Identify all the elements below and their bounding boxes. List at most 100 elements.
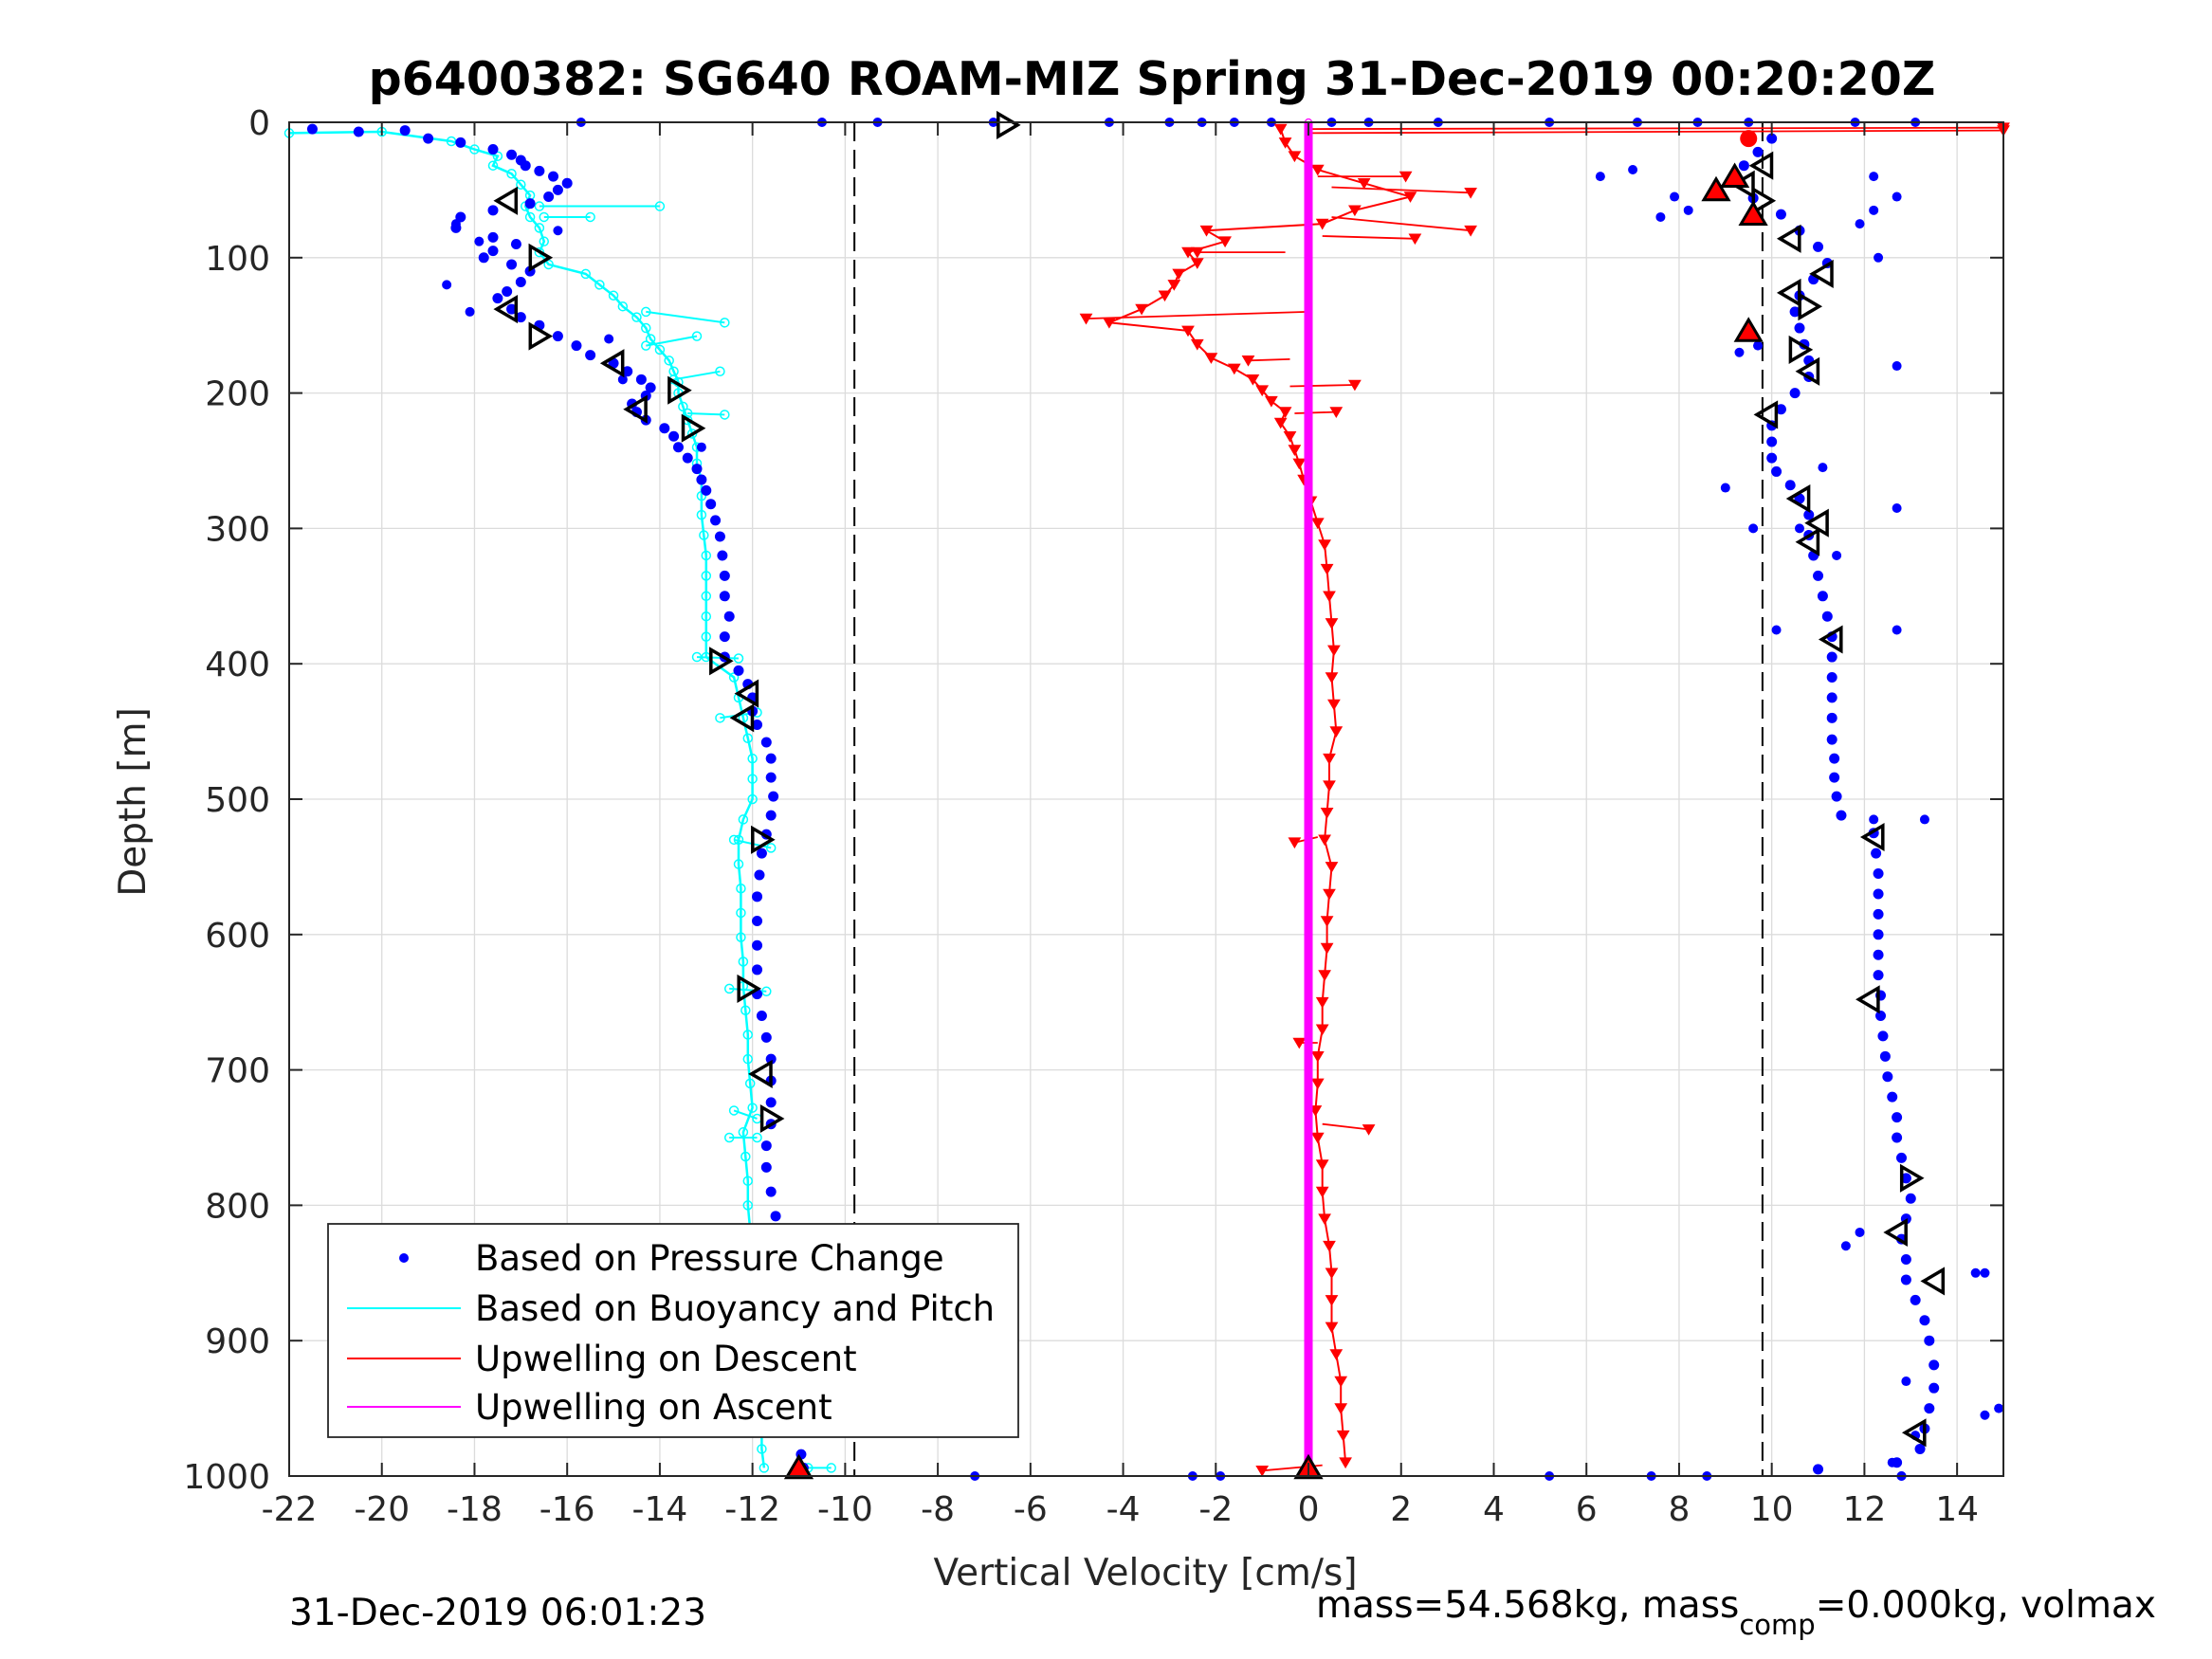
upwelling-ascent-point — [1304, 702, 1313, 711]
upwelling-ascent-point — [1304, 1287, 1313, 1296]
pressure-change-point — [1789, 306, 1801, 318]
apogee-triangle-marker — [1795, 356, 1820, 386]
upwelling-ascent-point — [1304, 979, 1313, 988]
pressure-change-point — [487, 246, 499, 257]
upwelling-ascent-point — [1304, 1093, 1313, 1102]
pressure-change-point — [1803, 509, 1815, 520]
upwelling-ascent-point — [1304, 492, 1313, 501]
upwelling-descent-spike — [1289, 384, 1355, 388]
pressure-change-point — [701, 484, 712, 496]
upwelling-ascent-point — [1304, 151, 1313, 159]
upwelling-ascent-point — [1304, 711, 1313, 720]
buoyancy-pitch-point — [720, 410, 730, 420]
upwelling-ascent-point — [1304, 800, 1313, 809]
pressure-change-point — [1748, 523, 1759, 534]
upwelling-ascent-point — [1304, 1344, 1313, 1353]
buoyancy-pitch-point — [678, 401, 688, 412]
upwelling-ascent-point — [1304, 1360, 1313, 1370]
upwelling-descent-point — [1158, 290, 1172, 302]
buoyancy-pitch-point — [617, 301, 629, 312]
upwelling-ascent-point — [1304, 240, 1313, 248]
upwelling-ascent-point — [1304, 1012, 1313, 1020]
upwelling-ascent-point — [1304, 435, 1313, 444]
upwelling-descent-point — [1310, 164, 1325, 176]
upwelling-descent-point — [1323, 1240, 1336, 1252]
pressure-change-point — [1914, 1443, 1926, 1454]
pressure-change-point — [487, 205, 499, 216]
pressure-change-point — [1892, 625, 1902, 635]
buoyancy-pitch-spike — [687, 412, 725, 416]
pressure-change-point — [756, 848, 767, 859]
pressure-change-point — [1892, 191, 1902, 202]
apogee-triangle-marker — [493, 295, 519, 324]
buoyancy-pitch-point — [738, 1127, 749, 1138]
buoyancy-pitch-point — [740, 1151, 751, 1162]
upwelling-ascent-point — [1304, 1410, 1313, 1418]
upwelling-ascent-point — [1304, 1426, 1313, 1434]
pressure-change-point — [719, 570, 730, 581]
upwelling-ascent-point — [1304, 1101, 1313, 1109]
footer-mass-subscript: comp — [1739, 1609, 1815, 1641]
upwelling-descent-point — [1181, 246, 1195, 259]
upwelling-ascent-point — [1304, 1166, 1313, 1175]
x-tick-label: -22 — [262, 1490, 318, 1529]
upwelling-descent-point — [1334, 1403, 1348, 1414]
pressure-change-point — [752, 916, 763, 927]
upwelling-ascent-point — [1304, 1117, 1313, 1125]
upwelling-descent-point — [1327, 645, 1341, 657]
pressure-change-point — [1877, 1030, 1889, 1042]
upwelling-ascent-point — [1304, 345, 1313, 355]
apogee-triangle-marker — [709, 647, 734, 676]
pressure-change-point — [1628, 164, 1638, 174]
upwelling-ascent-point — [1304, 329, 1313, 337]
x-tick-label: 0 — [1298, 1490, 1320, 1529]
x-tick-label: -12 — [724, 1490, 780, 1529]
upwelling-ascent-point — [1304, 394, 1313, 403]
upwelling-descent-point — [1323, 780, 1336, 793]
upwelling-ascent-point — [1304, 793, 1313, 801]
y-tick-label: 500 — [205, 781, 270, 820]
buoyancy-pitch-point — [701, 591, 712, 602]
upwelling-descent-spike — [1086, 311, 1309, 319]
pressure-change-point — [760, 1031, 772, 1043]
upwelling-ascent-point — [1304, 670, 1313, 679]
upwelling-ascent-point — [1304, 1376, 1313, 1386]
upwelling-ascent-point — [1304, 962, 1313, 972]
upwelling-ascent-point — [1304, 410, 1313, 419]
pressure-change-point — [1929, 1382, 1940, 1394]
upwelling-descent-spike — [1294, 410, 1337, 414]
upwelling-ascent-point — [1304, 1231, 1313, 1239]
red-circle-marker — [1740, 130, 1758, 148]
pressure-change-point — [478, 252, 489, 264]
upwelling-ascent-point — [1304, 695, 1313, 703]
upwelling-descent-spike — [1307, 126, 2004, 131]
upwelling-ascent-point — [1304, 930, 1313, 939]
upwelling-ascent-point — [1304, 1239, 1313, 1248]
pressure-change-point — [1910, 1294, 1921, 1305]
pressure-change-point — [487, 144, 499, 155]
upwelling-ascent-point — [1304, 905, 1313, 915]
upwelling-ascent-point — [1304, 402, 1313, 410]
upwelling-descent-point — [1318, 970, 1331, 981]
pressure-change-point — [1826, 692, 1837, 703]
upwelling-ascent-point — [1304, 784, 1313, 793]
upwelling-descent-point — [1278, 137, 1292, 149]
legend-label: Based on Buoyancy and Pitch — [475, 1288, 995, 1329]
buoyancy-pitch-point — [728, 1105, 740, 1116]
upwelling-descent-point — [1315, 1186, 1329, 1198]
upwelling-ascent-point — [1304, 1150, 1313, 1158]
upwelling-descent-point — [1135, 303, 1148, 316]
buoyancy-pitch-point — [664, 356, 674, 366]
upwelling-ascent-point — [1304, 224, 1313, 232]
upwelling-ascent-point — [1304, 167, 1313, 175]
upwelling-descent-point — [1325, 618, 1339, 629]
apogee-triangle-marker — [681, 413, 706, 443]
buoyancy-pitch-point — [534, 201, 545, 211]
pressure-change-point — [1794, 523, 1804, 534]
upwelling-ascent-point — [1304, 183, 1313, 191]
upwelling-ascent-point — [1304, 914, 1313, 922]
apogee-triangle-marker — [996, 110, 1021, 139]
x-tick-label: 12 — [1842, 1490, 1886, 1529]
x-tick-label: -10 — [817, 1490, 873, 1529]
apogee-triangle-marker — [1795, 527, 1820, 556]
